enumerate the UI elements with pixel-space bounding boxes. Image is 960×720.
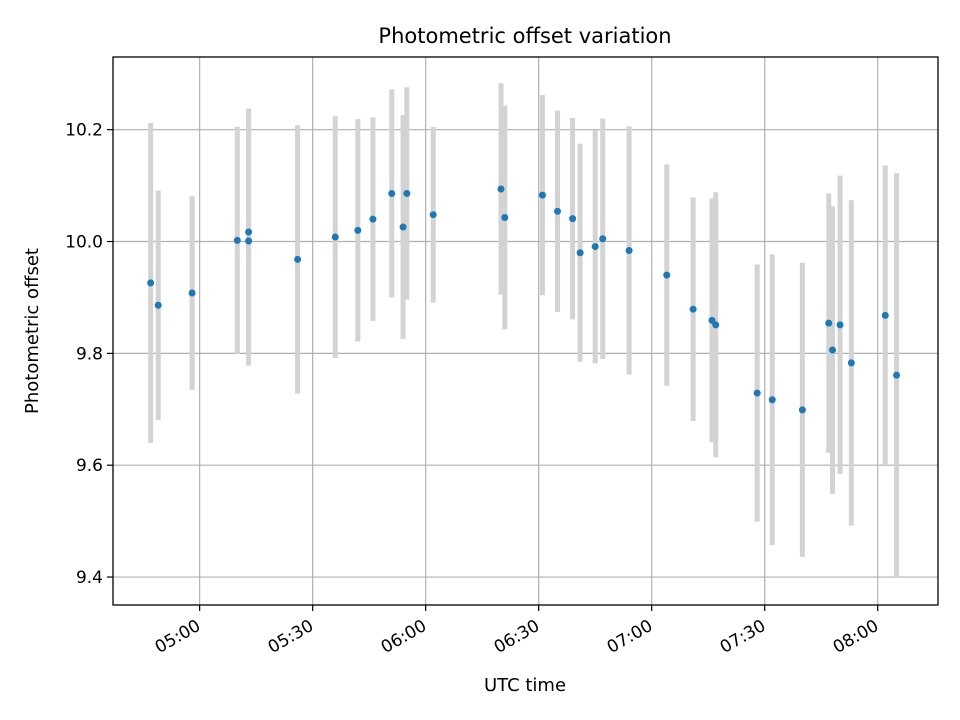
data-point bbox=[576, 249, 584, 257]
x-tick-label: 06:00 bbox=[378, 616, 430, 658]
data-point bbox=[331, 233, 339, 241]
data-point bbox=[245, 237, 253, 245]
x-tick-label: 07:30 bbox=[717, 616, 769, 658]
y-axis-label: Photometric offset bbox=[22, 248, 43, 414]
data-point bbox=[399, 223, 407, 231]
data-point bbox=[825, 319, 833, 327]
data-point bbox=[836, 321, 844, 329]
y-axis: 9.4 9.6 9.8 10.0 10.2 bbox=[65, 121, 113, 588]
data-point bbox=[712, 321, 720, 329]
data-point bbox=[569, 215, 577, 223]
data-point bbox=[689, 305, 697, 313]
data-point bbox=[599, 235, 607, 243]
data-point bbox=[663, 271, 671, 279]
data-point bbox=[893, 371, 901, 379]
x-tick-label: 07:00 bbox=[604, 616, 656, 658]
data-point bbox=[829, 346, 837, 354]
data-point bbox=[429, 211, 437, 219]
x-axis-label: UTC time bbox=[484, 675, 566, 696]
y-tick-label: 9.6 bbox=[76, 456, 103, 476]
data-point bbox=[188, 289, 196, 297]
data-point bbox=[554, 207, 562, 215]
x-axis: 05:00 05:30 06:00 06:30 07:00 07:30 08:00 bbox=[152, 605, 882, 658]
data-point bbox=[369, 215, 377, 223]
data-point bbox=[753, 389, 761, 397]
data-point bbox=[354, 226, 362, 234]
chart-title: Photometric offset variation bbox=[378, 24, 671, 48]
y-tick-label: 9.8 bbox=[76, 344, 103, 364]
y-tick-label: 9.4 bbox=[76, 568, 103, 588]
data-point bbox=[294, 255, 302, 263]
data-point bbox=[245, 228, 253, 236]
data-point bbox=[538, 191, 546, 199]
data-point bbox=[501, 213, 509, 221]
data-point bbox=[154, 301, 162, 309]
plot-frame bbox=[112, 56, 939, 606]
data-point bbox=[847, 359, 855, 367]
data-points bbox=[147, 185, 901, 414]
data-point bbox=[233, 236, 241, 244]
y-tick-label: 10.0 bbox=[65, 233, 103, 253]
data-point bbox=[798, 406, 806, 414]
y-tick-label: 10.2 bbox=[65, 121, 103, 141]
data-point bbox=[768, 396, 776, 404]
data-point bbox=[625, 246, 633, 254]
data-point bbox=[881, 311, 889, 319]
data-point bbox=[403, 189, 411, 197]
x-tick-label: 06:30 bbox=[491, 616, 543, 658]
data-point bbox=[591, 243, 599, 251]
data-point bbox=[388, 189, 396, 197]
x-tick-label: 08:00 bbox=[830, 616, 882, 658]
x-tick-label: 05:00 bbox=[152, 616, 204, 658]
data-point bbox=[147, 279, 155, 287]
error-bars bbox=[148, 83, 900, 578]
x-tick-label: 05:30 bbox=[265, 616, 317, 658]
data-point bbox=[497, 185, 505, 193]
